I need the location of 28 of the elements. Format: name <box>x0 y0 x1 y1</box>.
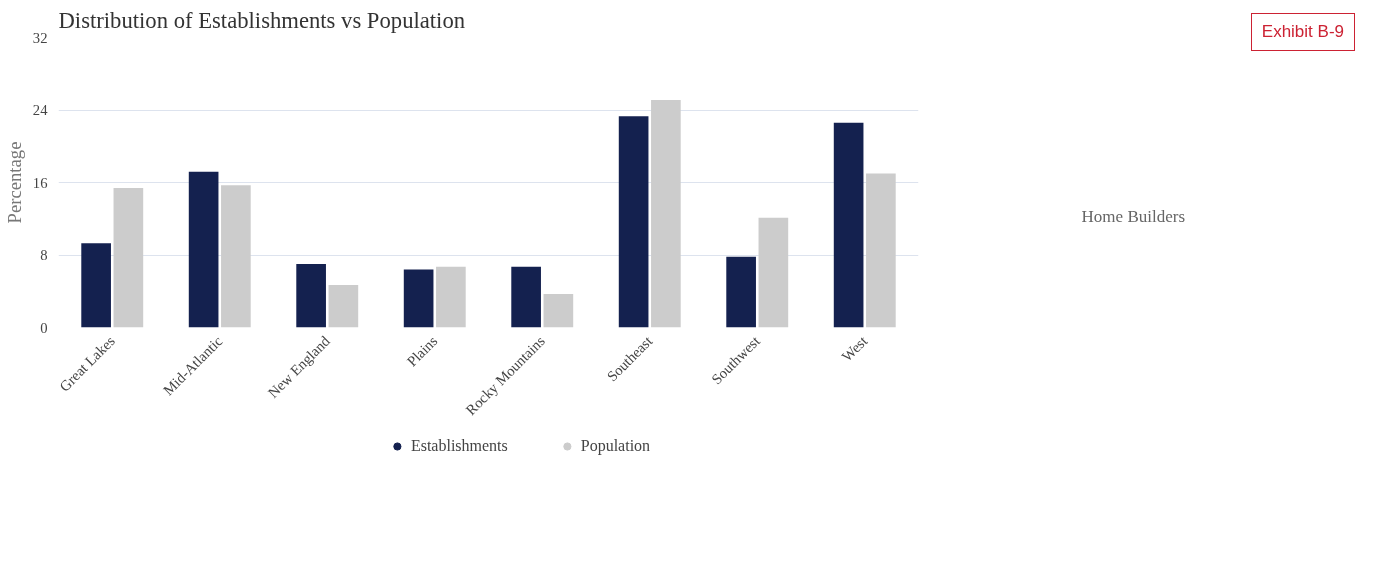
bar <box>651 100 681 328</box>
bar <box>81 243 111 328</box>
bar <box>726 256 756 328</box>
chart-title: Distribution of Establishments vs Population <box>58 7 466 33</box>
legend-label: Population <box>580 437 651 455</box>
bar <box>188 171 219 328</box>
bar <box>113 187 144 328</box>
text: Exhibit B-9 <box>1250 13 1355 52</box>
bar <box>758 217 789 328</box>
legend-label: Establishments <box>410 437 508 455</box>
text: Home Builders <box>1081 206 1185 228</box>
bar <box>511 266 541 328</box>
bar <box>403 269 434 328</box>
y-tick-label: 24 <box>32 102 49 118</box>
bar <box>328 284 359 328</box>
bar <box>618 116 649 328</box>
bar <box>221 185 251 328</box>
bar <box>833 122 864 328</box>
bar <box>296 264 326 328</box>
y-tick-label: 8 <box>40 247 48 263</box>
bar <box>543 293 574 328</box>
bar <box>436 266 466 328</box>
y-axis-title: Percentage <box>3 141 25 224</box>
x-tick-label: West <box>838 332 871 365</box>
bar <box>866 173 896 328</box>
y-tick-label: 0 <box>40 319 48 336</box>
y-tick-label: 16 <box>32 174 48 191</box>
y-tick-label: 32 <box>32 29 48 46</box>
